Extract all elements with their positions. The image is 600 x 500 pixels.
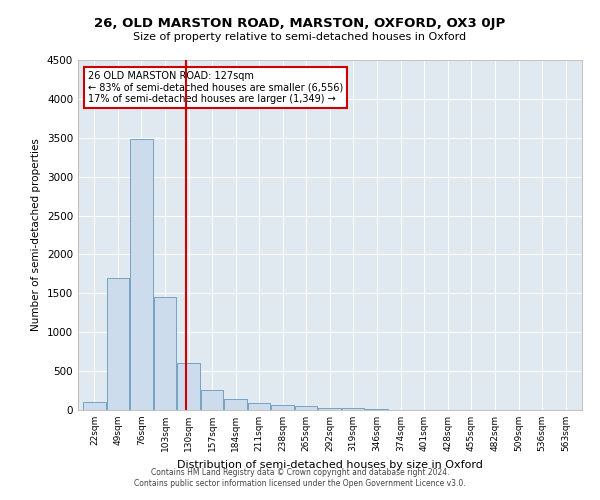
X-axis label: Distribution of semi-detached houses by size in Oxford: Distribution of semi-detached houses by … <box>177 460 483 469</box>
Bar <box>248 404 271 410</box>
Y-axis label: Number of semi-detached properties: Number of semi-detached properties <box>31 138 41 332</box>
Bar <box>83 402 106 410</box>
Bar <box>154 297 176 410</box>
Bar <box>224 398 247 410</box>
Text: Contains HM Land Registry data © Crown copyright and database right 2024.
Contai: Contains HM Land Registry data © Crown c… <box>134 468 466 487</box>
Bar <box>365 409 388 410</box>
Text: Size of property relative to semi-detached houses in Oxford: Size of property relative to semi-detach… <box>133 32 467 42</box>
Bar <box>177 362 200 410</box>
Bar <box>295 406 317 410</box>
Text: 26 OLD MARSTON ROAD: 127sqm
← 83% of semi-detached houses are smaller (6,556)
17: 26 OLD MARSTON ROAD: 127sqm ← 83% of sem… <box>88 70 343 104</box>
Bar <box>342 408 364 410</box>
Bar <box>107 278 129 410</box>
Bar <box>271 404 294 410</box>
Bar <box>318 408 341 410</box>
Bar <box>130 138 153 410</box>
Text: 26, OLD MARSTON ROAD, MARSTON, OXFORD, OX3 0JP: 26, OLD MARSTON ROAD, MARSTON, OXFORD, O… <box>94 18 506 30</box>
Bar <box>200 390 223 410</box>
